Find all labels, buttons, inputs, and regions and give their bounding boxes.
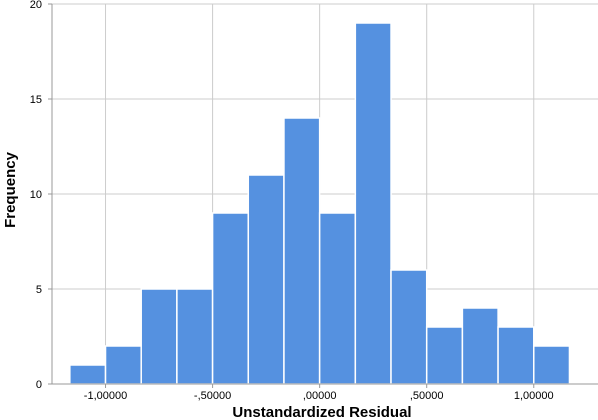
axes bbox=[48, 3, 598, 388]
histogram-bar bbox=[533, 345, 571, 385]
histogram-bar bbox=[140, 288, 178, 385]
histogram-bar bbox=[318, 212, 357, 385]
histogram-bar bbox=[497, 326, 535, 385]
grid-lines bbox=[52, 3, 598, 384]
y-axis-title: Frequency bbox=[2, 151, 19, 228]
y-tick-label: 5 bbox=[36, 284, 42, 296]
y-tick-label: 10 bbox=[30, 189, 42, 201]
y-tick-label: 0 bbox=[36, 379, 42, 391]
x-tick-label: ,50000 bbox=[410, 390, 444, 402]
histogram-bar bbox=[390, 269, 428, 385]
histogram-bar bbox=[354, 22, 392, 385]
x-tick-label: -1,00000 bbox=[84, 390, 127, 402]
histogram-bar bbox=[69, 364, 107, 385]
x-axis-title: Unstandardized Residual bbox=[232, 404, 411, 420]
histogram-bar bbox=[425, 326, 464, 385]
x-tick-label: ,00000 bbox=[303, 390, 337, 402]
x-tick-label: -,50000 bbox=[194, 390, 231, 402]
histogram-bar bbox=[104, 345, 142, 385]
tick-labels: 0 5 10 15 20 -1,00000 -,50000 ,00000 ,50000 1,000… bbox=[30, 0, 554, 402]
histogram-bar bbox=[176, 288, 214, 385]
histogram-bar bbox=[247, 174, 285, 385]
y-tick-label: 20 bbox=[30, 0, 42, 11]
histogram-bar bbox=[211, 212, 250, 385]
histogram-bar bbox=[461, 307, 499, 385]
histogram-bar bbox=[283, 117, 321, 385]
x-tick-label: 1,00000 bbox=[514, 390, 554, 402]
y-tick-label: 15 bbox=[30, 94, 42, 106]
histogram-bars bbox=[69, 22, 571, 385]
